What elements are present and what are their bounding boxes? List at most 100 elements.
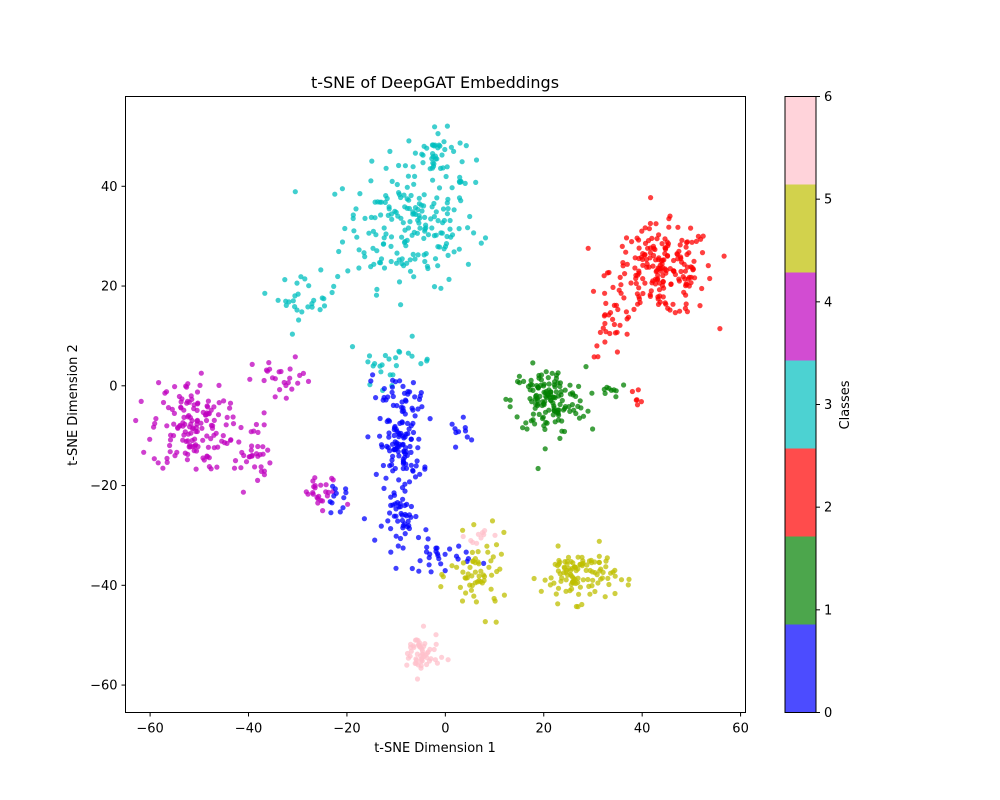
data-point (542, 577, 548, 583)
data-point (209, 425, 216, 431)
data-point (290, 298, 296, 304)
data-point (591, 354, 597, 360)
y-tick-label: −40 (90, 579, 117, 594)
data-point (672, 310, 678, 316)
data-point (439, 152, 445, 158)
data-point (618, 577, 625, 583)
data-point (440, 165, 446, 171)
data-point (378, 256, 385, 262)
data-point (619, 243, 625, 249)
data-point (172, 384, 178, 390)
colorbar-tick-label: 5 (824, 193, 832, 208)
data-point (699, 285, 705, 292)
data-point (170, 433, 177, 439)
data-point (399, 234, 405, 240)
data-point (415, 445, 421, 451)
data-point (456, 178, 462, 185)
data-point (438, 584, 444, 590)
data-point (383, 193, 389, 199)
data-point (432, 256, 439, 262)
data-point (573, 393, 579, 399)
data-point (612, 567, 618, 574)
data-point (439, 654, 445, 660)
data-point (319, 295, 325, 301)
data-point (431, 200, 437, 207)
data-point (295, 380, 301, 386)
data-point (441, 139, 447, 145)
data-point (456, 246, 462, 252)
data-point (557, 383, 563, 390)
data-point (653, 221, 659, 227)
data-point (575, 403, 581, 409)
data-point (396, 190, 402, 196)
data-point (589, 583, 595, 589)
data-point (305, 304, 311, 310)
data-point (406, 523, 412, 529)
data-point (294, 280, 300, 286)
data-point (351, 228, 357, 234)
data-point (387, 510, 393, 516)
data-point (249, 443, 255, 449)
data-point (603, 564, 609, 570)
data-point (585, 245, 591, 251)
data-point (590, 577, 596, 583)
data-point (660, 278, 666, 285)
data-point (400, 220, 406, 226)
data-point (331, 493, 337, 499)
data-point (612, 573, 618, 579)
data-point (553, 375, 560, 381)
data-point (396, 477, 402, 483)
data-point (407, 268, 414, 274)
data-point (613, 394, 619, 400)
data-point (418, 361, 424, 367)
data-point (282, 277, 288, 283)
data-point (449, 421, 455, 427)
data-point (416, 568, 422, 574)
data-point (652, 281, 659, 287)
data-point (445, 206, 451, 212)
data-point (410, 209, 416, 215)
data-point (717, 326, 723, 332)
x-tick-label: 60 (732, 722, 749, 737)
data-point (350, 212, 356, 218)
data-point (541, 381, 547, 387)
data-point (548, 398, 554, 404)
data-point (453, 444, 459, 450)
data-point (370, 363, 376, 369)
data-point (373, 471, 379, 477)
data-point (575, 604, 581, 610)
data-point (302, 276, 308, 282)
data-point (167, 442, 173, 449)
data-point (317, 307, 323, 313)
colorbar-segment (785, 536, 816, 625)
data-point (457, 140, 463, 146)
data-point (198, 370, 204, 376)
data-point (457, 584, 463, 591)
data-point (312, 485, 318, 491)
data-point (598, 576, 604, 582)
data-point (444, 233, 450, 240)
data-point (171, 410, 177, 416)
data-point (484, 543, 490, 549)
colorbar-segment (785, 360, 816, 449)
data-point (339, 186, 345, 192)
data-point (481, 560, 487, 567)
data-point (238, 424, 244, 431)
data-point (662, 236, 668, 242)
data-point (398, 302, 404, 308)
data-point (191, 406, 197, 412)
data-point (329, 500, 335, 506)
data-point (176, 393, 182, 400)
data-point (478, 535, 484, 541)
data-point (529, 382, 535, 388)
data-point (385, 445, 391, 451)
colorbar-tick-label: 1 (824, 603, 832, 618)
data-point (400, 383, 406, 389)
data-point (411, 181, 417, 187)
data-point (427, 551, 433, 557)
data-point (223, 422, 229, 428)
data-point (393, 565, 399, 571)
data-point (623, 235, 630, 241)
data-point (417, 558, 423, 564)
data-point (449, 232, 456, 238)
